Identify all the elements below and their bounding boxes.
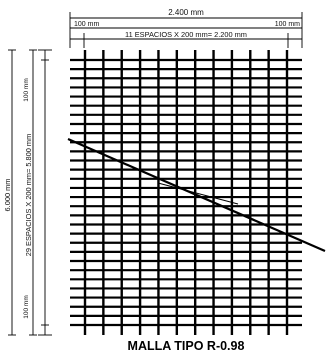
left-edge-top-label: 100 mm <box>23 78 30 101</box>
mesh-grid <box>70 50 302 335</box>
left-dimension <box>8 49 52 336</box>
cut-line <box>67 137 326 253</box>
top-edge-left-label: 100 mm <box>74 21 99 28</box>
top-total-label: 2.400 mm <box>168 8 204 17</box>
top-edge-right-label: 100 mm <box>275 21 300 28</box>
top-spaces-label: 11 ESPACIOS X 200 mm= 2.200 mm <box>125 30 247 39</box>
diagram-title: MALLA TIPO R-0.98 <box>128 339 245 353</box>
left-total-label: 6.000 mm <box>3 179 12 212</box>
cut-line-detail <box>157 182 239 205</box>
left-edge-bottom-label: 100 mm <box>23 295 30 318</box>
left-spaces-label: 29 ESPACIOS X 200 mm= 5.800 mm <box>24 134 33 256</box>
top-dimension <box>69 12 303 48</box>
